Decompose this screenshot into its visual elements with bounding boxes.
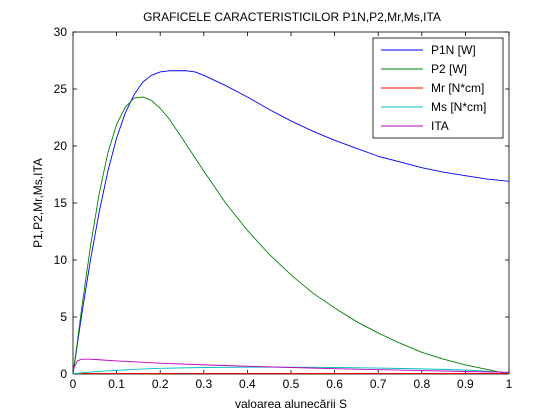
legend-label-p2-w: P2 [W]: [431, 62, 467, 76]
y-tick-label: 10: [54, 253, 68, 267]
x-axis-ticks: 0 0.1 0.2 0.3 0.4 0.5 0.6 0.7 0.8 0.9 1: [70, 32, 513, 391]
legend-label-mr-n-cm: Mr [N*cm]: [431, 81, 484, 95]
chart-title: GRAFICELE CARACTERISTICILOR P1N,P2,Mr,Ms…: [143, 10, 441, 24]
x-tick-label: 0.3: [195, 377, 212, 391]
x-tick-label: 0: [70, 377, 77, 391]
x-tick-label: 1: [506, 377, 513, 391]
y-axis-label: P1,P2,Mr,Ms,ITA: [31, 158, 45, 248]
x-tick-label: 0.5: [283, 377, 300, 391]
y-tick-label: 25: [54, 82, 68, 96]
y-tick-label: 20: [54, 139, 68, 153]
legend: P1N [W] P2 [W] Mr [N*cm] Ms [N*cm] ITA: [372, 37, 504, 139]
series-line-p2-w: [72, 96, 510, 375]
series-line-ita: [72, 358, 510, 373]
y-tick-label: 5: [60, 310, 67, 324]
x-tick-label: 0.1: [108, 377, 125, 391]
x-axis-label: valoarea alunecării S: [235, 397, 347, 411]
y-tick-label: 15: [54, 196, 68, 210]
legend-label-ms-n-cm: Ms [N*cm]: [431, 100, 486, 114]
x-tick-label: 0.9: [457, 377, 474, 391]
x-tick-label: 0.2: [152, 377, 169, 391]
legend-label-ita: ITA: [431, 119, 449, 133]
x-tick-label: 0.4: [239, 377, 256, 391]
y-axis-ticks: 0 5 10 15 20 25 30: [54, 25, 509, 381]
series-lines: [72, 70, 510, 375]
legend-label-p1n-w: P1N [W]: [431, 43, 476, 57]
y-tick-label: 0: [60, 367, 67, 381]
x-tick-label: 0.7: [370, 377, 387, 391]
y-tick-label: 30: [54, 25, 68, 39]
series-line-p1n-w: [72, 70, 510, 375]
x-tick-label: 0.6: [326, 377, 343, 391]
series-line-ms-n-cm: [72, 366, 510, 375]
x-tick-label: 0.8: [413, 377, 430, 391]
